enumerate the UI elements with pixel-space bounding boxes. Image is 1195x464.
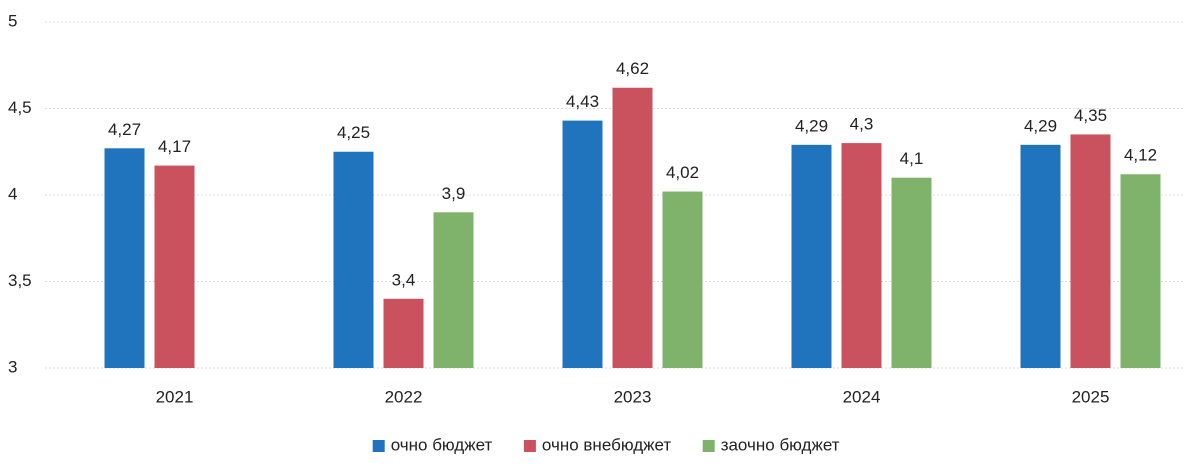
x-tick-label: 2024 — [843, 387, 881, 406]
bar — [383, 298, 424, 368]
legend-swatch — [523, 440, 536, 452]
data-label: 4,25 — [337, 123, 370, 142]
y-tick-label: 4 — [8, 184, 17, 203]
x-tick-label: 2025 — [1072, 387, 1110, 406]
bar — [662, 191, 703, 368]
bar — [1070, 134, 1111, 368]
y-tick-label: 3,5 — [8, 271, 32, 290]
data-label: 4,17 — [158, 137, 191, 156]
bar — [612, 87, 653, 369]
bar — [1120, 174, 1161, 368]
data-label: 4,29 — [795, 116, 828, 135]
data-label: 4,43 — [566, 92, 599, 111]
data-label: 4,29 — [1024, 116, 1057, 135]
legend-swatch — [372, 440, 385, 452]
bar — [433, 212, 474, 368]
legend-label: очно бюджет — [391, 435, 493, 454]
bar — [104, 148, 145, 368]
data-label: 4,12 — [1124, 146, 1157, 165]
bar — [791, 144, 832, 368]
data-label: 4,62 — [616, 59, 649, 78]
x-tick-label: 2021 — [156, 387, 194, 406]
x-tick-label: 2023 — [614, 387, 652, 406]
legend-label: очно внебюджет — [542, 435, 671, 454]
bar — [333, 151, 374, 368]
legend-swatch — [702, 440, 715, 452]
bar — [154, 165, 195, 368]
bar — [841, 143, 882, 368]
data-label: 4,35 — [1074, 106, 1107, 125]
data-label: 4,02 — [666, 163, 699, 182]
y-tick-label: 4,5 — [8, 98, 32, 117]
y-tick-label: 3 — [8, 357, 17, 376]
x-tick-label: 2022 — [385, 387, 423, 406]
data-label: 4,27 — [108, 120, 141, 139]
bar — [891, 177, 932, 368]
data-label: 4,1 — [900, 149, 924, 168]
bar — [562, 120, 603, 368]
y-tick-label: 5 — [8, 11, 17, 30]
bar — [1020, 144, 1061, 368]
legend-label: заочно бюджет — [721, 435, 840, 454]
data-label: 3,9 — [442, 184, 466, 203]
data-label: 4,3 — [850, 115, 874, 134]
data-label: 3,4 — [392, 270, 416, 289]
